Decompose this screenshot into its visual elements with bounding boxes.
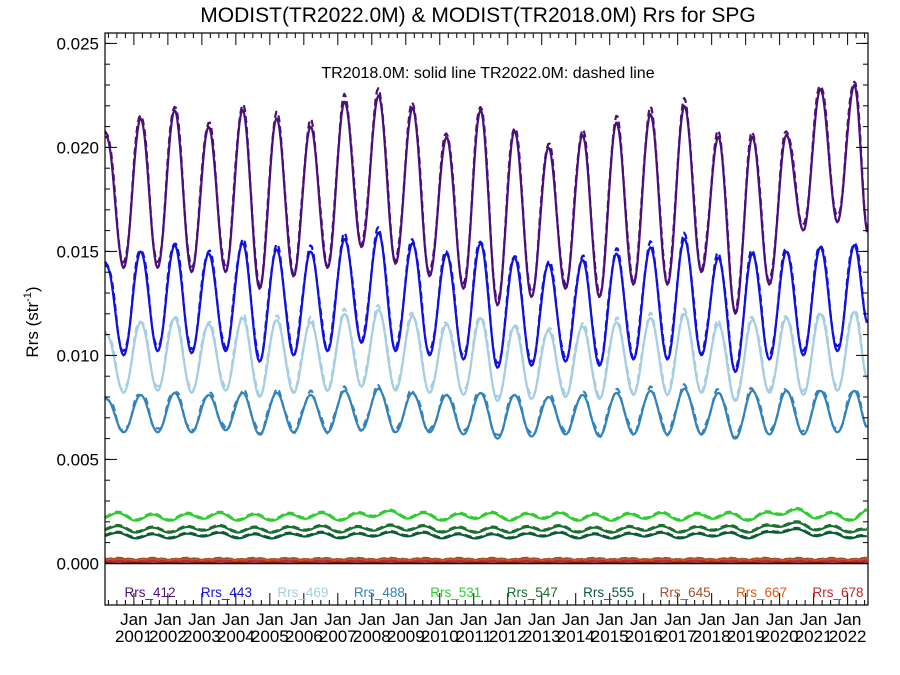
series-line-dashed-Rrs_678 [105,559,867,563]
legend-item-Rrs_547: Rrs_547 [507,585,558,600]
y-tick-label-2: 0.010 [56,346,99,365]
x-ticks-layer: Jan2001Jan2002Jan2003Jan2004Jan2005Jan20… [107,33,867,646]
legend-item-Rrs_412: Rrs_412 [124,585,175,600]
x-tick-label-month-2: Jan [188,610,215,629]
x-tick-label-month-20: Jan [800,610,827,629]
series-line-dashed-Rrs_469 [104,304,868,402]
series-Rrs_547 [104,520,868,534]
x-tick-label-month-11: Jan [494,610,521,629]
x-tick-label-year-11: 2012 [489,627,527,646]
x-tick-label-month-16: Jan [664,610,691,629]
x-tick-label-year-18: 2019 [727,627,765,646]
x-tick-label-year-13: 2014 [557,627,595,646]
x-tick-label-year-21: 2022 [829,627,867,646]
series-line-solid-Rrs_443 [105,231,868,374]
x-tick-label-month-4: Jan [256,610,283,629]
x-tick-label-year-17: 2018 [693,627,731,646]
x-tick-label-year-3: 2004 [217,627,255,646]
x-tick-label-month-1: Jan [154,610,181,629]
x-tick-label-month-19: Jan [766,610,793,629]
x-tick-label-year-6: 2007 [319,627,357,646]
chart-title: MODIST(TR2022.0M) & MODIST(TR2018.0M) Rr… [200,4,755,27]
x-tick-label-year-2: 2003 [183,627,221,646]
series-line-dashed-Rrs_412 [104,80,868,313]
series-line-dashed-Rrs_547 [104,520,868,533]
line-style-annotation: TR2018.0M: solid line TR2022.0M: dashed … [321,65,654,82]
series-line-dashed-Rrs_645 [104,556,867,561]
y-axis-label-main: Rrs (str [23,302,42,358]
x-tick-label-month-17: Jan [698,610,725,629]
series-Rrs_555 [104,526,867,540]
x-tick-label-year-0: 2001 [115,627,153,646]
legend-item-Rrs_531: Rrs_531 [430,585,481,600]
x-tick-label-year-5: 2006 [285,627,323,646]
x-tick-label-year-20: 2021 [795,627,833,646]
x-tick-label-year-10: 2011 [455,627,492,646]
x-tick-label-year-4: 2005 [251,627,289,646]
legend-item-Rrs_443: Rrs_443 [201,585,252,600]
legend-item-Rrs_667: Rrs_667 [736,585,787,600]
series-Rrs_488 [104,383,868,440]
axes-layer [104,32,869,606]
x-tick-label-year-19: 2020 [761,627,799,646]
x-tick-label-month-18: Jan [732,610,759,629]
x-tick-label-year-16: 2017 [659,627,697,646]
y-tick-label-0: 0.000 [56,554,99,573]
y-axis-label-end: ) [23,286,42,292]
y-tick-label-1: 0.005 [56,450,99,469]
y-axis-label-sup: -1 [22,292,34,302]
legend-item-Rrs_488: Rrs_488 [354,585,405,600]
series-line-dashed-Rrs_531 [104,506,868,521]
y-axis-label: Rrs (str-1) [22,286,42,357]
x-tick-label-year-1: 2002 [149,627,187,646]
x-tick-label-year-14: 2015 [591,627,629,646]
y-tick-label-4: 0.020 [56,138,99,157]
x-tick-label-year-15: 2016 [625,627,663,646]
series-Rrs_412 [104,80,868,315]
x-tick-label-month-6: Jan [324,610,351,629]
series-line-dashed-Rrs_555 [104,526,867,539]
series-layer [104,80,868,564]
legend: Rrs_412 Rrs_443 Rrs_469 Rrs_488 Rrs_531 Rrs_5… [124,585,863,600]
x-tick-label-month-13: Jan [562,610,589,629]
series-line-dashed-Rrs_443 [104,226,868,372]
legend-item-Rrs_678: Rrs_678 [812,585,863,600]
legend-item-Rrs_645: Rrs_645 [660,585,711,600]
x-tick-label-month-0: Jan [120,610,147,629]
x-tick-label-month-5: Jan [290,610,317,629]
series-Rrs_469 [104,304,868,403]
x-tick-label-month-9: Jan [426,610,453,629]
x-tick-label-month-15: Jan [630,610,657,629]
legend-item-Rrs_469: Rrs_469 [277,585,328,600]
x-tick-label-month-21: Jan [834,610,861,629]
x-tick-label-month-7: Jan [358,610,385,629]
y-tick-label-3: 0.015 [56,242,99,261]
x-tick-label-month-3: Jan [222,610,249,629]
series-Rrs_531 [104,506,868,522]
x-tick-label-year-8: 2009 [387,627,425,646]
x-tick-label-month-10: Jan [460,610,487,629]
plot-frame [104,32,869,606]
x-tick-label-year-12: 2013 [523,627,561,646]
legend-item-Rrs_555: Rrs_555 [583,585,634,600]
x-tick-label-year-7: 2008 [353,627,391,646]
series-Rrs_678 [104,559,867,564]
x-tick-label-month-8: Jan [392,610,419,629]
y-tick-label-5: 0.025 [56,34,99,53]
x-tick-label-month-12: Jan [528,610,555,629]
y-ticks-layer: 0.000 0.005 0.010 0.015 0.020 0.025 [56,34,868,573]
x-tick-label-month-14: Jan [596,610,623,629]
series-line-dashed-Rrs_488 [104,383,868,440]
series-Rrs_443 [104,226,868,374]
x-tick-label-year-9: 2010 [421,627,459,646]
